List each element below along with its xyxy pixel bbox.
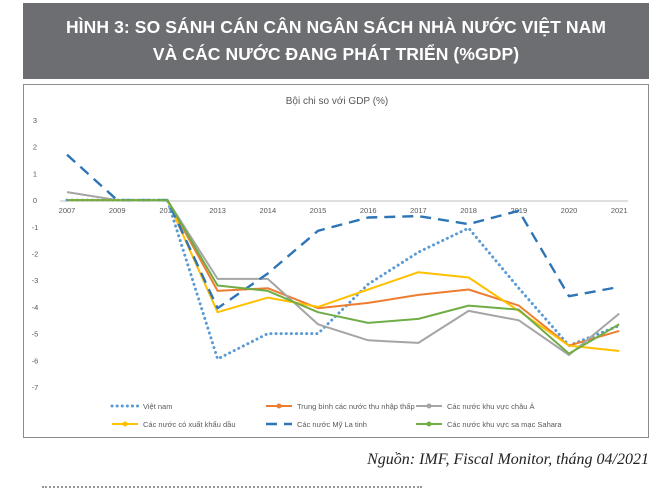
x-tick-label: 2020 xyxy=(561,206,578,215)
y-tick-label: -7 xyxy=(32,383,39,392)
figure-title-line-1: HÌNH 3: SO SÁNH CÁN CÂN NGÂN SÁCH NHÀ NƯ… xyxy=(65,17,607,37)
series-line-3 xyxy=(66,191,620,356)
x-tick-label: 2018 xyxy=(460,206,477,215)
y-tick-label: -5 xyxy=(32,330,39,339)
cropped-text-fragment xyxy=(42,486,422,492)
x-tick-label: 2009 xyxy=(109,206,126,215)
series-line-6 xyxy=(67,199,620,355)
legend: Việt nam Trung bình các nước thu nhập thấ… xyxy=(110,402,562,429)
y-axis-tick-labels: 3 2 1 0 -1 -2 -3 -4 -5 -6 -7 xyxy=(32,116,39,392)
x-tick-label: 2015 xyxy=(310,206,327,215)
figure-title-banner: HÌNH 3: SO SÁNH CÁN CÂN NGÂN SÁCH NHÀ NƯ… xyxy=(23,3,649,79)
x-tick-label: 2017 xyxy=(410,206,427,215)
legend-label: Các nước khu vực sa mạc Sahara xyxy=(447,420,562,429)
legend-label: Các nước Mỹ La tinh xyxy=(297,420,367,429)
legend-label: Các nước có xuất khẩu dầu xyxy=(143,420,236,429)
source-note: Nguồn: IMF, Fiscal Monitor, tháng 04/202… xyxy=(367,451,649,468)
x-tick-label: 2011 xyxy=(159,206,175,215)
x-tick-label: 2014 xyxy=(259,206,276,215)
legend-label: Các nước khu vực châu Á xyxy=(447,402,535,411)
legend-marker xyxy=(122,421,128,427)
y-tick-label: -6 xyxy=(32,356,39,365)
x-tick-label: 2021 xyxy=(611,206,628,215)
legend-marker xyxy=(426,421,432,427)
legend-marker xyxy=(426,403,432,409)
y-tick-label: -2 xyxy=(32,250,39,259)
x-axis-tick-labels: 2007 2009 2011 2013 2014 2015 2016 2017 2018 2019… xyxy=(59,206,628,215)
legend-label: Trung bình các nước thu nhập thấp xyxy=(297,402,415,411)
series-line-5 xyxy=(66,153,620,310)
series-line-4 xyxy=(67,199,620,352)
y-tick-label: 1 xyxy=(33,169,37,178)
x-tick-label: 2016 xyxy=(360,206,377,215)
chart-area: Bội chi so với GDP (%) 3 2 1 0 -1 -2 -3 -4 -5 -6 -… xyxy=(23,84,649,438)
y-tick-label: -1 xyxy=(32,223,39,232)
series-line-1 xyxy=(65,198,621,361)
series-lines xyxy=(65,153,621,361)
chart-title: Bội chi so với GDP (%) xyxy=(286,96,389,107)
y-tick-label: -4 xyxy=(32,303,39,312)
legend-label: Việt nam xyxy=(143,402,172,411)
legend-marker xyxy=(276,403,282,409)
line-chart: Bội chi so với GDP (%) 3 2 1 0 -1 -2 -3 -4 -5 -6 -… xyxy=(32,96,628,429)
y-tick-label: 3 xyxy=(33,116,37,125)
x-tick-label: 2007 xyxy=(59,206,76,215)
y-tick-label: 0 xyxy=(33,196,37,205)
y-tick-label: -3 xyxy=(32,276,39,285)
x-tick-label: 2013 xyxy=(209,206,226,215)
figure-title-line-2: VÀ CÁC NƯỚC ĐANG PHÁT TRIỂN (%GDP) xyxy=(152,44,520,64)
y-tick-label: 2 xyxy=(33,143,37,152)
